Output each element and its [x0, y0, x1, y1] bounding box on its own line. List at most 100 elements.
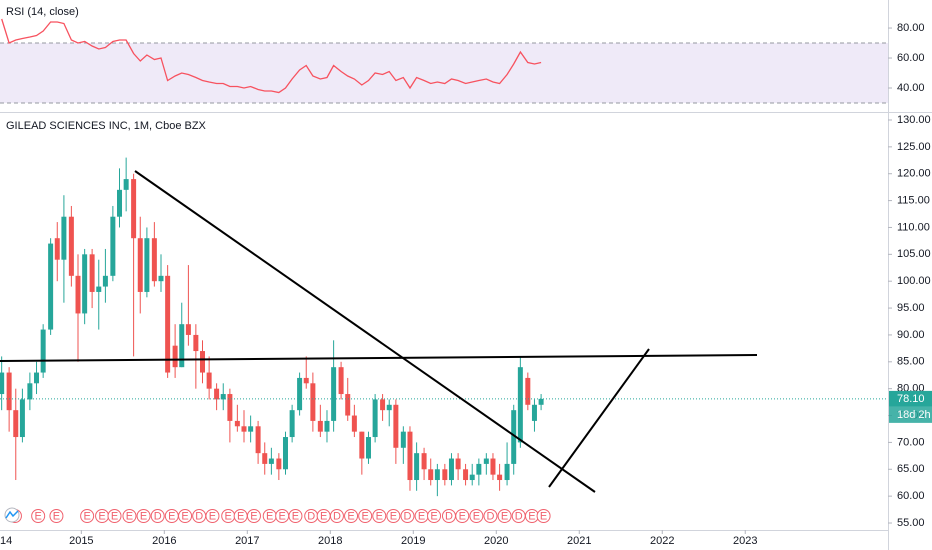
event-marker: [400, 509, 415, 523]
candle-body: [463, 469, 469, 481]
event-marker: [329, 509, 344, 523]
event-marker: [122, 509, 137, 523]
event-marker: [49, 509, 64, 523]
candle-body: [40, 329, 46, 373]
y-tick-label: 65.00: [897, 463, 925, 475]
candle-body: [131, 179, 137, 239]
y-tick-label: 55.00: [897, 517, 925, 529]
candle-body: [123, 179, 129, 190]
event-label: E: [209, 510, 216, 522]
x-tick-label: 2015: [69, 535, 93, 547]
candle-body: [137, 238, 143, 292]
candle-body: [289, 410, 295, 438]
candle-body: [442, 469, 448, 481]
rsi-title: RSI (14, close): [6, 6, 79, 18]
candle-body: [476, 463, 482, 475]
event-marker: [205, 509, 220, 523]
candle-body: [234, 420, 240, 427]
candle-body: [448, 458, 454, 481]
last-price-box: [889, 390, 932, 407]
candle-body: [48, 243, 54, 330]
event-label: D: [404, 510, 412, 522]
event-marker: [150, 509, 165, 523]
event-label: E: [181, 510, 188, 522]
event-label: E: [459, 510, 466, 522]
y-tick-label: 120.00: [897, 168, 931, 180]
candle-body: [345, 394, 351, 416]
event-label: E: [266, 510, 273, 522]
candle-body: [6, 372, 12, 411]
x-tick-label: 14: [0, 535, 12, 547]
event-marker: [386, 509, 401, 523]
candle-body: [511, 410, 517, 464]
countdown-label: 18d 2h: [897, 409, 931, 421]
candle-body: [89, 254, 95, 292]
event-label: E: [83, 510, 90, 522]
candle-body: [34, 372, 40, 384]
candle-body: [504, 463, 510, 481]
candle-body: [102, 275, 108, 287]
candle-body: [317, 420, 323, 432]
event-marker: [80, 509, 95, 523]
event-label: D: [515, 510, 523, 522]
event-label: D: [195, 510, 203, 522]
candle-body: [13, 410, 19, 438]
candle-body: [538, 398, 544, 405]
countdown-box: [889, 406, 932, 423]
event-marker: [344, 509, 359, 523]
event-label: E: [278, 510, 285, 522]
last-price-label: 78.10: [897, 393, 925, 405]
event-marker: [358, 509, 373, 523]
candle-body: [262, 453, 268, 464]
candle-body: [531, 404, 537, 421]
candle-body: [517, 367, 523, 443]
event-marker: [483, 509, 498, 523]
trend-lines: [0, 170, 758, 493]
candle-body: [455, 458, 461, 470]
candle-body: [490, 458, 496, 475]
event-marker: [536, 509, 551, 523]
event-marker: [107, 509, 122, 523]
event-label: E: [320, 510, 327, 522]
event-label: E: [98, 510, 105, 522]
candle-body: [68, 216, 74, 276]
candle-body: [483, 458, 489, 464]
x-tick-label: 2018: [318, 535, 342, 547]
event-label: E: [53, 510, 60, 522]
candle-body: [199, 351, 205, 373]
candle-body: [61, 216, 67, 260]
candle-body: [525, 377, 531, 405]
event-marker: [178, 509, 193, 523]
candle-body: [110, 216, 116, 276]
candle-body: [214, 388, 220, 400]
candle-body: [421, 453, 427, 470]
y-tick-label: 95.00: [897, 302, 925, 314]
candle-body: [144, 238, 150, 292]
event-label: E: [111, 510, 118, 522]
event-label: E: [361, 510, 368, 522]
event-label: E: [376, 510, 383, 522]
y-tick-label: 125.00: [897, 141, 931, 153]
candle-body: [351, 415, 357, 432]
candle-body: [193, 334, 199, 352]
x-tick-label: 2021: [567, 535, 591, 547]
candle-body: [151, 238, 157, 282]
candle-body: [407, 431, 413, 481]
candle-body: [248, 426, 254, 432]
x-tick-label: 2017: [235, 535, 259, 547]
event-marker: [246, 509, 261, 523]
event-label: E: [168, 510, 175, 522]
event-label: E: [540, 510, 547, 522]
x-tick-label: 2020: [484, 535, 508, 547]
event-label: D: [445, 510, 453, 522]
y-tick-label: 100.00: [897, 275, 931, 287]
candle-body: [359, 431, 365, 459]
y-tick-label: 80.00: [897, 22, 925, 34]
event-label: E: [501, 510, 508, 522]
event-label: E: [473, 510, 480, 522]
candle-body: [324, 420, 330, 432]
candle-body: [414, 453, 420, 481]
event-label: E: [35, 510, 42, 522]
candle-body: [206, 372, 212, 389]
event-label: D: [154, 510, 162, 522]
